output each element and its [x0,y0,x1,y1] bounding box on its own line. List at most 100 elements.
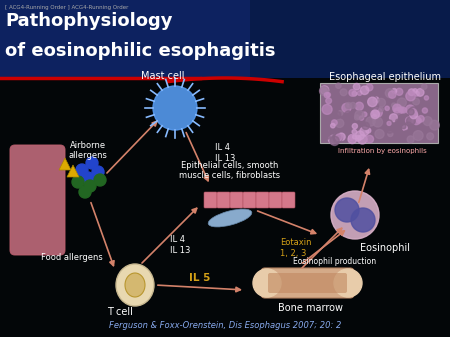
Circle shape [324,92,330,98]
Circle shape [390,114,397,122]
Circle shape [331,191,379,239]
Circle shape [320,86,329,94]
Text: T cell: T cell [107,307,133,317]
Circle shape [360,116,364,120]
Circle shape [335,119,344,127]
Circle shape [356,102,364,110]
Circle shape [396,88,403,95]
Circle shape [393,120,402,129]
Circle shape [373,97,379,103]
Circle shape [353,84,360,90]
Text: Eosinophil production: Eosinophil production [293,257,377,267]
Circle shape [326,98,332,104]
Circle shape [417,118,421,123]
Circle shape [385,89,394,98]
Circle shape [403,126,407,130]
Circle shape [338,111,343,116]
Circle shape [398,107,405,113]
Circle shape [396,119,400,124]
Text: Pathophysiology: Pathophysiology [5,12,172,30]
FancyBboxPatch shape [282,192,295,208]
Circle shape [86,157,98,169]
Circle shape [334,112,341,119]
Circle shape [356,135,361,141]
Circle shape [375,129,384,139]
Circle shape [326,134,330,139]
Circle shape [336,83,341,89]
Text: Bone marrow: Bone marrow [278,303,342,313]
Text: IL 5: IL 5 [189,273,211,283]
Circle shape [386,120,392,126]
Circle shape [82,172,94,184]
Circle shape [388,131,393,136]
Circle shape [395,108,402,115]
Circle shape [414,91,419,96]
Circle shape [366,84,373,91]
Circle shape [406,91,415,101]
Circle shape [322,104,332,114]
Circle shape [375,127,379,131]
Text: IL 4
IL 13: IL 4 IL 13 [215,143,235,163]
Circle shape [338,133,345,141]
Circle shape [424,96,428,100]
Circle shape [353,135,357,139]
Circle shape [393,104,401,113]
Circle shape [405,122,412,129]
Circle shape [392,89,397,93]
Circle shape [360,86,369,95]
Circle shape [350,102,356,108]
Circle shape [253,269,281,297]
Circle shape [371,103,379,111]
Circle shape [392,103,396,108]
Circle shape [342,109,346,113]
Circle shape [366,135,374,143]
Polygon shape [59,158,71,170]
Circle shape [342,103,351,113]
Text: Mast cell: Mast cell [141,71,185,81]
Circle shape [334,269,362,297]
Circle shape [420,89,428,96]
Circle shape [413,98,419,105]
Circle shape [354,115,360,120]
Circle shape [401,124,406,129]
Circle shape [330,136,339,146]
Circle shape [394,105,403,114]
Circle shape [427,133,434,140]
Circle shape [92,166,104,178]
Circle shape [333,89,338,94]
Circle shape [328,135,337,144]
Circle shape [413,89,417,93]
Ellipse shape [125,273,145,297]
FancyBboxPatch shape [250,0,450,78]
Circle shape [410,109,417,116]
Ellipse shape [116,264,154,306]
Circle shape [79,186,91,198]
Circle shape [320,87,328,96]
Circle shape [410,111,418,119]
Circle shape [430,120,439,130]
Circle shape [406,117,415,125]
Circle shape [346,102,351,109]
Circle shape [345,111,352,119]
Circle shape [76,164,88,176]
Circle shape [387,121,391,125]
Circle shape [153,86,197,130]
Circle shape [352,129,357,134]
Circle shape [403,130,412,140]
Circle shape [371,110,379,119]
Circle shape [397,98,406,107]
Circle shape [362,97,370,105]
Circle shape [349,116,353,120]
Circle shape [377,98,386,107]
Circle shape [371,96,377,101]
Circle shape [366,117,375,126]
FancyBboxPatch shape [243,192,256,208]
Circle shape [373,117,382,127]
Circle shape [410,107,418,116]
Circle shape [360,127,369,136]
Text: Eotaxin
1, 2, 3: Eotaxin 1, 2, 3 [280,238,311,258]
FancyBboxPatch shape [268,273,347,293]
Circle shape [331,134,340,144]
Circle shape [399,115,404,120]
Circle shape [385,106,389,111]
